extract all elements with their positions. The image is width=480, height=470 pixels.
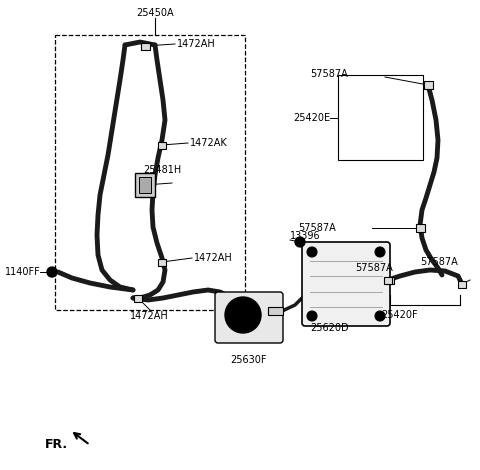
Text: FR.: FR. (45, 439, 68, 452)
FancyBboxPatch shape (215, 292, 283, 343)
Circle shape (295, 237, 305, 247)
Text: 25450A: 25450A (136, 8, 174, 18)
Bar (384, 276, 392, 283)
Text: 25630F: 25630F (230, 355, 266, 365)
Circle shape (375, 247, 385, 257)
Circle shape (375, 311, 385, 321)
Text: 57587A: 57587A (420, 257, 458, 267)
Text: 57587A: 57587A (355, 263, 393, 273)
Circle shape (233, 305, 253, 325)
Bar (141, 42, 149, 49)
Text: 25420E: 25420E (293, 113, 330, 123)
Text: 1472AH: 1472AH (194, 253, 233, 263)
Text: 1472AH: 1472AH (130, 311, 169, 321)
Circle shape (225, 297, 261, 333)
Bar (268, 307, 283, 315)
Text: 1140FF: 1140FF (5, 267, 41, 277)
Bar (139, 177, 151, 193)
Text: 25420F: 25420F (382, 310, 418, 320)
Text: 1472AH: 1472AH (177, 39, 216, 49)
Text: 57587A: 57587A (298, 223, 336, 233)
Bar (386, 276, 394, 283)
Bar (338, 75, 423, 160)
Text: 25620D: 25620D (311, 323, 349, 333)
Text: 13396: 13396 (290, 231, 321, 241)
FancyBboxPatch shape (302, 242, 390, 326)
Bar (135, 173, 155, 197)
Bar (423, 81, 432, 89)
Bar (55, 35, 245, 310)
Circle shape (307, 247, 317, 257)
Circle shape (307, 311, 317, 321)
Bar (458, 281, 466, 288)
Bar (158, 141, 166, 149)
Text: 57587A: 57587A (310, 69, 348, 79)
Text: 25481H: 25481H (143, 165, 181, 175)
Bar (134, 295, 142, 301)
Bar (158, 258, 166, 266)
Text: 1472AK: 1472AK (190, 138, 228, 148)
Circle shape (47, 267, 57, 277)
Bar (416, 224, 424, 232)
